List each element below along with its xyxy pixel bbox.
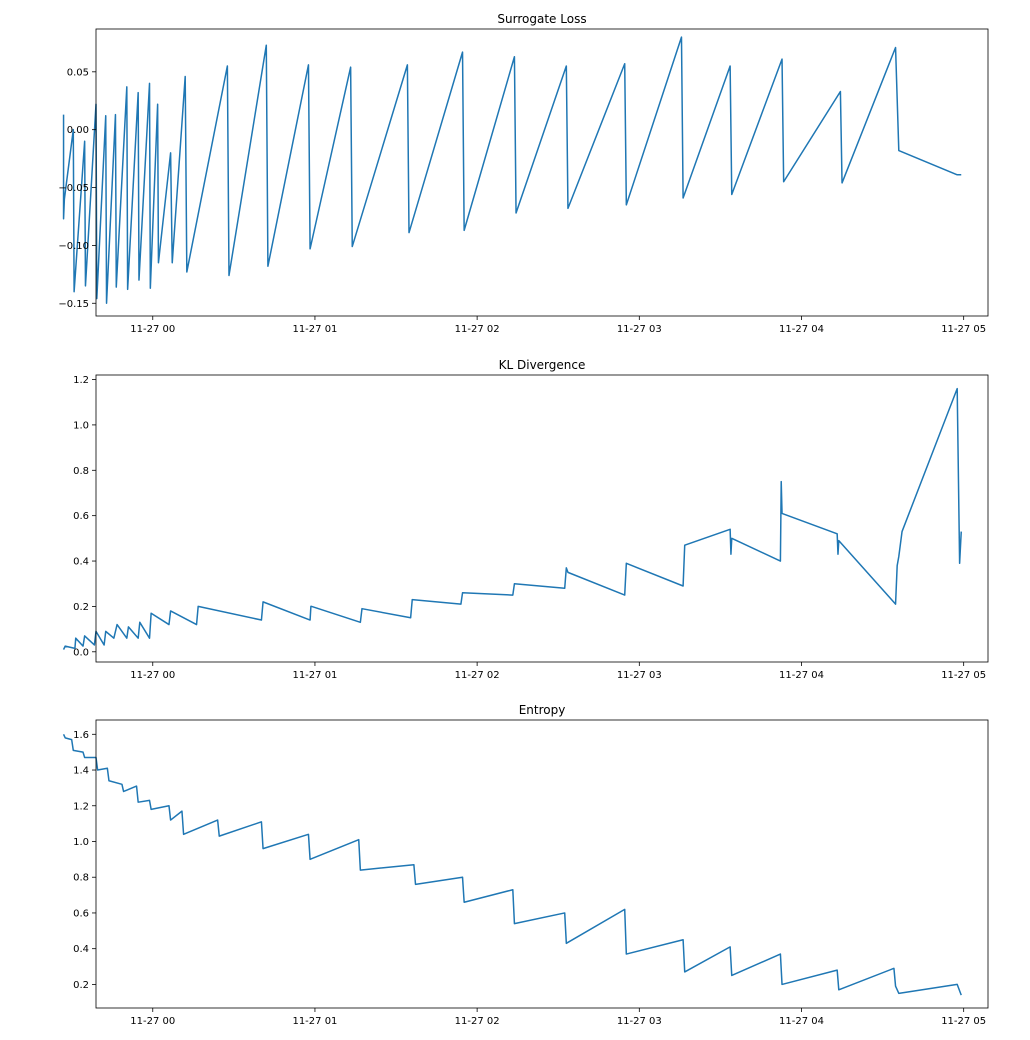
surrogate-loss-axes-frame <box>95 28 989 317</box>
kl-divergence-y-tick-label: 0.4 <box>73 557 89 568</box>
surrogate-loss-y-tick-label: −0.05 <box>58 183 89 194</box>
kl-divergence-x-tick-label: 11-27 04 <box>779 670 824 681</box>
surrogate-loss-x-tick-label: 11-27 05 <box>941 324 986 335</box>
kl-divergence-y-tick-label: 1.0 <box>73 420 89 431</box>
kl-divergence-y-tick-label: 0.2 <box>73 602 89 613</box>
kl-divergence-x-tick-label: 11-27 00 <box>130 670 175 681</box>
kl-divergence-x-tick-label: 11-27 03 <box>617 670 662 681</box>
kl-divergence-series-line <box>62 387 962 650</box>
entropy-x-tick-label: 11-27 04 <box>779 1016 824 1027</box>
entropy-x-tick-label: 11-27 05 <box>941 1016 986 1027</box>
entropy-chart: Entropy 11-27 00 11-27 01 11-27 02 11-27 03 1… <box>62 703 989 1027</box>
surrogate-loss-x-tick-label: 11-27 04 <box>779 324 824 335</box>
surrogate-loss-y-tick-label: 0.05 <box>67 67 89 78</box>
surrogate-loss-y-tick-label: −0.10 <box>58 241 89 252</box>
entropy-y-tick-label: 0.2 <box>73 980 89 991</box>
entropy-x-tick-label: 11-27 02 <box>455 1016 500 1027</box>
entropy-x-tick-label: 11-27 03 <box>617 1016 662 1027</box>
entropy-y-tick-label: 1.6 <box>73 730 89 741</box>
kl-divergence-title: KL Divergence <box>499 358 586 372</box>
entropy-axes-frame <box>95 719 989 1009</box>
kl-divergence-y-tick-label: 1.2 <box>73 375 89 386</box>
surrogate-loss-series-line <box>62 36 962 305</box>
surrogate-loss-x-tick-label: 11-27 03 <box>617 324 662 335</box>
kl-divergence-x-tick-label: 11-27 02 <box>455 670 500 681</box>
entropy-series-line <box>62 733 962 996</box>
kl-divergence-x-tick-label: 11-27 05 <box>941 670 986 681</box>
kl-divergence-x-tick-label: 11-27 01 <box>292 670 337 681</box>
entropy-x-tick-label: 11-27 01 <box>292 1016 337 1027</box>
surrogate-loss-chart: Surrogate Loss 11-27 00 11-27 01 11-27 02 11… <box>58 12 989 335</box>
entropy-x-tick-label: 11-27 00 <box>130 1016 175 1027</box>
entropy-y-tick-label: 0.4 <box>73 944 89 955</box>
entropy-y-tick-label: 0.8 <box>73 873 89 884</box>
kl-divergence-y-tick-label: 0.8 <box>73 466 89 477</box>
kl-divergence-axes-frame <box>95 374 989 663</box>
entropy-y-tick-label: 1.4 <box>73 766 89 777</box>
entropy-y-tick-label: 0.6 <box>73 908 89 919</box>
entropy-y-tick-label: 1.0 <box>73 837 89 848</box>
entropy-y-tick-label: 1.2 <box>73 801 89 812</box>
surrogate-loss-title: Surrogate Loss <box>497 12 586 26</box>
entropy-title: Entropy <box>519 703 566 717</box>
surrogate-loss-x-tick-label: 11-27 02 <box>455 324 500 335</box>
kl-divergence-chart: KL Divergence 11-27 00 11-27 01 11-27 02 11-… <box>62 358 989 681</box>
surrogate-loss-y-tick-label: −0.15 <box>58 299 89 310</box>
surrogate-loss-x-tick-label: 11-27 01 <box>292 324 337 335</box>
surrogate-loss-y-tick-label: 0.00 <box>67 125 89 136</box>
kl-divergence-y-tick-label: 0.6 <box>73 511 89 522</box>
kl-divergence-y-tick-label: 0.0 <box>73 647 89 658</box>
surrogate-loss-x-tick-label: 11-27 00 <box>130 324 175 335</box>
